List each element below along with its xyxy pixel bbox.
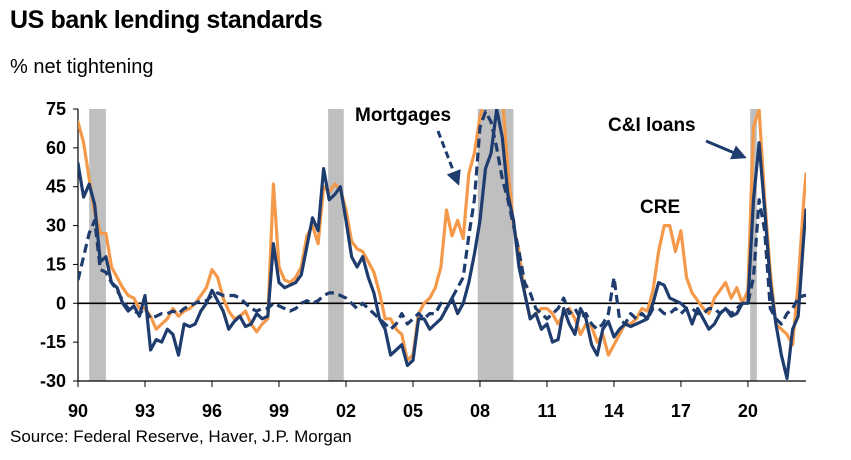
source-note: Source: Federal Reserve, Haver, J.P. Mor… [10, 427, 352, 446]
x-tick-label: 14 [604, 401, 624, 421]
y-tick-label: 15 [46, 254, 66, 274]
x-tick-label: 11 [537, 401, 556, 421]
series-line-cre [78, 109, 806, 362]
y-tick-label: 75 [46, 99, 66, 119]
x-tick-label: 02 [336, 401, 356, 421]
x-tick-label: 96 [202, 401, 222, 421]
series-line-ci [78, 109, 806, 380]
y-tick-label: 60 [46, 138, 66, 158]
annotation-mortgages: Mortgages [355, 105, 451, 126]
annotation-arrow-ci [705, 139, 747, 160]
recession-band [750, 109, 757, 381]
annotation-cre: CRE [640, 197, 680, 218]
annotation-ci: C&I loans [608, 115, 696, 136]
y-tick-label: -30 [40, 371, 66, 391]
x-tick-label: 17 [671, 401, 691, 421]
x-tick-label: 90 [68, 401, 88, 421]
x-tick-label: 05 [403, 401, 423, 421]
x-tick-label: 93 [135, 401, 155, 421]
x-tick-label: 08 [470, 401, 490, 421]
chart-subtitle: % net tightening [10, 56, 154, 78]
x-tick-label: 20 [738, 401, 758, 421]
chart-title: US bank lending standards [10, 6, 323, 34]
y-tick-label: 0 [56, 293, 66, 313]
y-tick-label: 45 [46, 177, 66, 197]
annotation-arrow-mortgages [436, 130, 461, 186]
y-tick-label: 30 [46, 216, 66, 236]
y-tick-label: -15 [40, 332, 66, 352]
x-tick-label: 99 [269, 401, 289, 421]
recession-band [328, 109, 344, 381]
